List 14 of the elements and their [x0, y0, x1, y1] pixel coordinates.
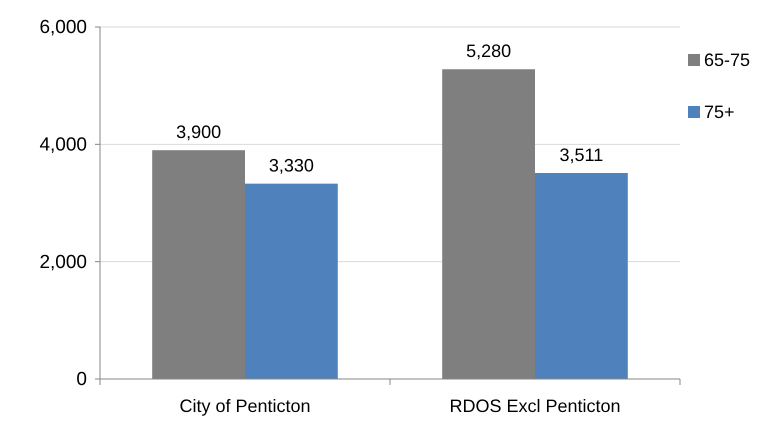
y-tick-label: 4,000 [39, 134, 87, 156]
legend-label: 65-75 [704, 50, 750, 70]
y-tick-label: 6,000 [39, 17, 87, 38]
data-label: 3,330 [268, 156, 314, 176]
bar [535, 173, 628, 379]
y-tick-label: 0 [76, 369, 87, 390]
data-label: 3,511 [560, 145, 604, 166]
bar [245, 184, 338, 379]
data-label: 5,280 [466, 41, 512, 62]
y-tick-label: 2,000 [39, 252, 87, 273]
legend-label: 75+ [704, 102, 735, 122]
data-label: 3,900 [176, 122, 222, 142]
x-tick-label: RDOS Excl Penticton [449, 396, 621, 416]
x-tick-label: City of Penticton [179, 396, 311, 416]
